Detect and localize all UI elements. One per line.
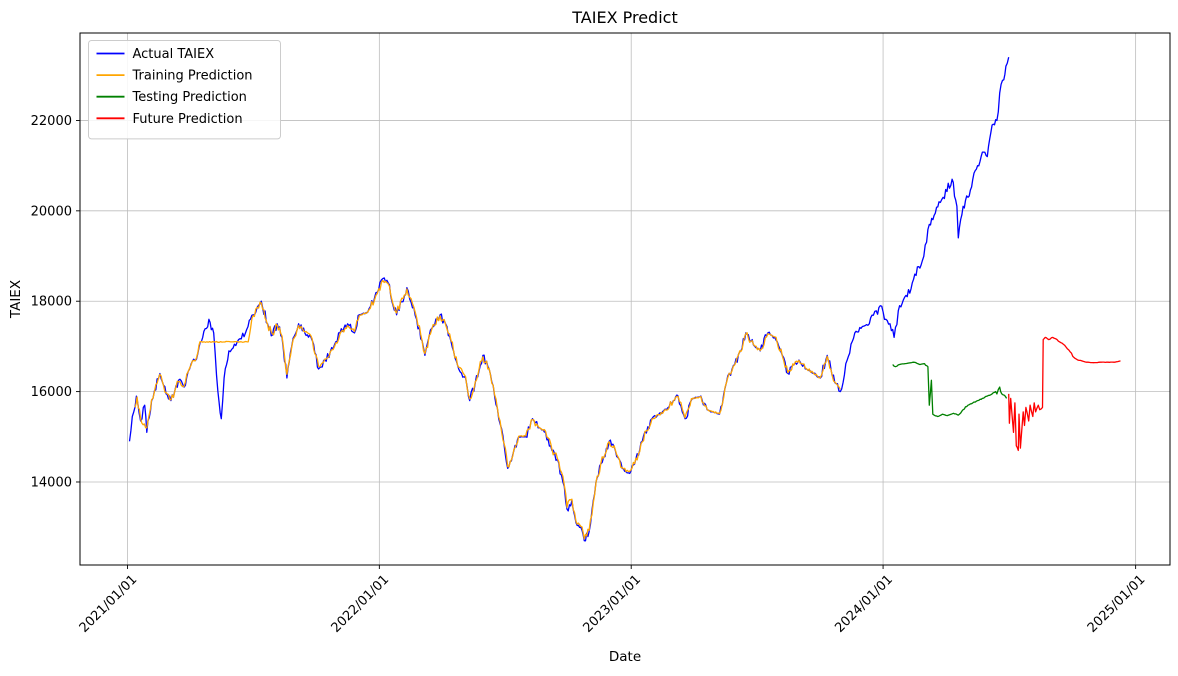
series-line-training-prediction <box>134 279 841 540</box>
plot-border <box>79 32 1171 566</box>
legend-box <box>88 40 281 140</box>
legend-item-future-prediction: Future Prediction <box>96 112 243 127</box>
axis-tick-marks <box>76 120 1137 569</box>
y-tick-label: 18000 <box>31 295 72 310</box>
chart-title: TAIEX Predict <box>571 8 677 27</box>
y-tick-label: 14000 <box>31 475 72 490</box>
series-line-future-prediction <box>1008 336 1121 452</box>
legend: Actual TAIEX Training Prediction Testing P… <box>88 40 281 140</box>
x-axis-label: Date <box>609 649 641 665</box>
legend-label-future-prediction: Future Prediction <box>133 112 243 127</box>
y-tick-labels: 14000 16000 18000 20000 22000 <box>31 114 72 491</box>
legend-item-actual-taiex: Actual TAIEX <box>96 47 215 62</box>
legend-label-testing-prediction: Testing Prediction <box>132 90 247 105</box>
y-tick-label: 20000 <box>31 204 72 219</box>
legend-item-training-prediction: Training Prediction <box>96 69 253 84</box>
series-line-testing-prediction <box>892 361 1008 418</box>
legend-label-training-prediction: Training Prediction <box>132 69 253 84</box>
legend-label-actual-taiex: Actual TAIEX <box>133 47 215 62</box>
series-lines <box>128 57 1121 542</box>
y-axis-label: TAIEX <box>8 280 24 319</box>
legend-item-testing-prediction: Testing Prediction <box>96 90 247 105</box>
y-tick-label: 16000 <box>31 385 72 400</box>
y-tick-label: 22000 <box>31 114 72 129</box>
